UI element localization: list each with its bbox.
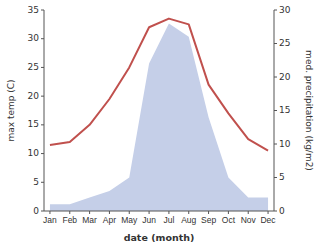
right-tick-label: 30 <box>279 5 291 15</box>
x-tick-label: Feb <box>62 215 77 225</box>
right-tick-label: 0 <box>279 206 285 216</box>
right-axis-label: med. precipitation (kg/m2) <box>304 50 314 171</box>
x-tick <box>109 211 110 214</box>
x-tick-label: Dec <box>260 215 276 225</box>
left-tick-label: 20 <box>28 91 40 101</box>
x-tick <box>89 211 90 214</box>
left-tick-label: 10 <box>28 148 40 158</box>
x-tick-label: Apr <box>103 215 116 225</box>
x-tick-label: Jan <box>43 215 57 225</box>
left-tick <box>41 211 44 212</box>
x-tick-label: Sep <box>201 215 216 225</box>
x-tick <box>188 211 189 214</box>
right-tick <box>274 110 277 111</box>
temp-line <box>50 19 268 151</box>
left-tick <box>41 96 44 97</box>
right-tick <box>274 211 277 212</box>
left-tick <box>41 124 44 125</box>
right-tick-label: 25 <box>279 38 290 48</box>
right-tick <box>274 10 277 11</box>
x-tick-label: May <box>121 215 138 225</box>
left-tick-label: 15 <box>28 119 39 129</box>
x-axis-label: date (month) <box>124 232 195 243</box>
x-tick-label: Aug <box>181 215 196 225</box>
right-tick-label: 5 <box>279 172 285 182</box>
x-tick <box>49 211 50 214</box>
x-tick <box>168 211 169 214</box>
x-tick-label: Jun <box>142 215 156 225</box>
left-tick <box>41 182 44 183</box>
x-tick <box>149 211 150 214</box>
right-tick <box>274 77 277 78</box>
x-tick-label: Oct <box>222 215 236 225</box>
left-axis-label: max temp (C) <box>6 79 16 141</box>
precip-area <box>50 23 268 211</box>
left-tick-label: 25 <box>28 62 39 72</box>
x-tick-label: Jul <box>163 215 174 225</box>
x-tick <box>208 211 209 214</box>
left-tick-label: 5 <box>33 177 39 187</box>
left-tick-label: 0 <box>33 206 39 216</box>
x-tick-label: Nov <box>241 215 257 225</box>
right-tick <box>274 43 277 44</box>
plot-area <box>50 19 268 211</box>
x-tick <box>129 211 130 214</box>
right-tick-label: 15 <box>279 105 290 115</box>
left-tick-label: 30 <box>28 33 40 43</box>
right-tick <box>274 177 277 178</box>
left-tick <box>41 67 44 68</box>
x-tick <box>228 211 229 214</box>
x-axis-line <box>44 211 274 212</box>
right-tick-label: 20 <box>279 72 291 82</box>
right-tick <box>274 144 277 145</box>
x-tick <box>69 211 70 214</box>
right-tick-label: 10 <box>279 139 291 149</box>
chart: 0 5 10 15 20 25 30 35 max temp (C) 0 5 10 15 20 25 30 me… <box>0 0 318 247</box>
x-tick-label: Mar <box>82 215 97 225</box>
left-tick <box>41 10 44 11</box>
left-tick <box>41 153 44 154</box>
left-tick <box>41 38 44 39</box>
left-axis-line <box>44 10 45 211</box>
left-tick-label: 35 <box>28 5 39 15</box>
x-tick <box>268 211 269 214</box>
x-tick <box>248 211 249 214</box>
